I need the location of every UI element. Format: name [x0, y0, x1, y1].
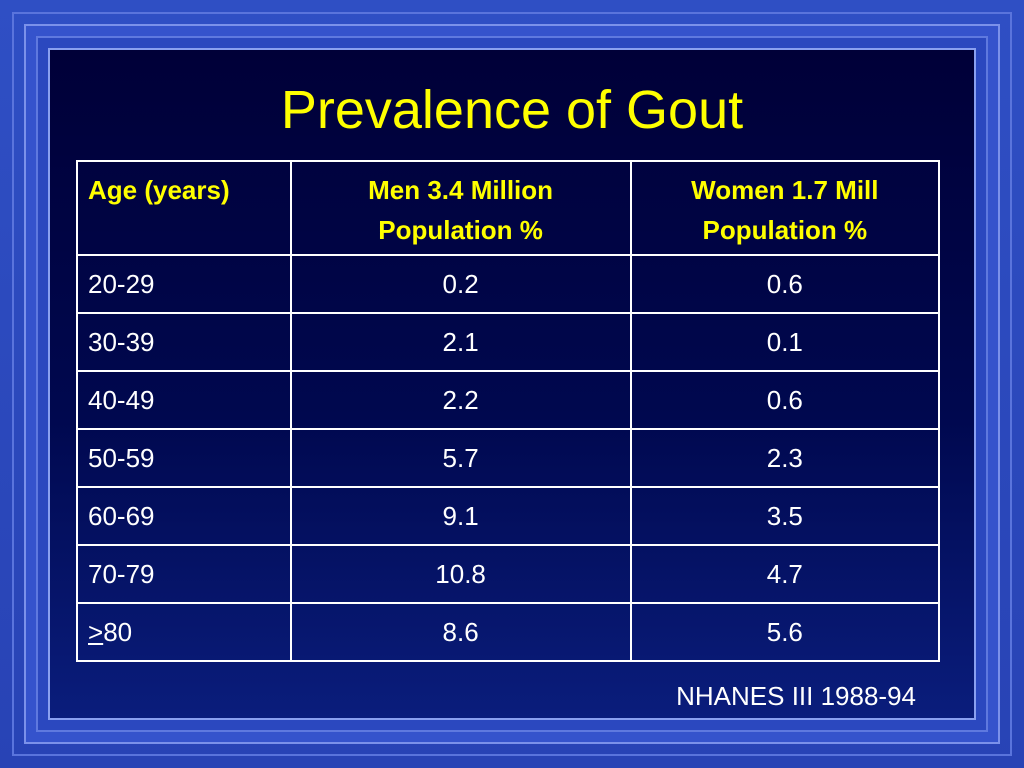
women-value: 5.6 — [629, 602, 941, 662]
age-cell: 40-49 — [76, 370, 292, 430]
men-value: 9.1 — [289, 486, 632, 546]
slide-title: Prevalence of Gout — [280, 80, 744, 140]
women-value: 3.5 — [629, 486, 941, 546]
age-cell: 20-29 — [76, 254, 292, 314]
header-age: Age (years) — [76, 160, 292, 256]
age-cell: >80 — [76, 602, 292, 662]
frame-border-outer — [12, 12, 1012, 756]
men-value: 2.1 — [289, 312, 632, 372]
women-value: 0.6 — [629, 370, 941, 430]
men-value: 10.8 — [289, 544, 632, 604]
source-citation: NHANES III 1988-94 — [676, 681, 916, 711]
age-value: 60-69 — [88, 500, 155, 531]
table-row: 50-59 5.7 2.3 — [76, 428, 941, 488]
age-value: 40-49 — [88, 384, 155, 415]
women-value: 4.7 — [629, 544, 941, 604]
header-women: Women 1.7 Mill Population % — [629, 160, 941, 256]
table-row: 20-29 0.2 0.6 — [76, 254, 941, 314]
men-value: 0.2 — [289, 254, 632, 314]
gout-prevalence-table: Age (years) Men 3.4 Million Population %… — [76, 160, 941, 662]
women-value: 2.3 — [629, 428, 941, 488]
men-value: 8.6 — [289, 602, 632, 662]
age-value: 30-39 — [88, 326, 155, 357]
table-row: 40-49 2.2 0.6 — [76, 370, 941, 430]
age-cell: 70-79 — [76, 544, 292, 604]
table-header-row: Age (years) Men 3.4 Million Population %… — [76, 160, 941, 256]
age-value: 70-79 — [88, 558, 155, 589]
table-row: 70-79 10.8 4.7 — [76, 544, 941, 604]
men-value: 5.7 — [289, 428, 632, 488]
men-value: 2.2 — [289, 370, 632, 430]
age-cell: 60-69 — [76, 486, 292, 546]
women-value: 0.6 — [629, 254, 941, 314]
table-row: 30-39 2.1 0.1 — [76, 312, 941, 372]
age-value: 20-29 — [88, 268, 155, 299]
age-value: 50-59 — [88, 442, 155, 473]
header-men: Men 3.4 Million Population % — [289, 160, 632, 256]
women-value: 0.1 — [629, 312, 941, 372]
table-row: >80 8.6 5.6 — [76, 602, 941, 662]
age-prefix-greater-equal: > — [88, 616, 104, 647]
table-row: 60-69 9.1 3.5 — [76, 486, 941, 546]
age-cell: 50-59 — [76, 428, 292, 488]
age-cell: 30-39 — [76, 312, 292, 372]
age-value: 80 — [103, 616, 133, 647]
